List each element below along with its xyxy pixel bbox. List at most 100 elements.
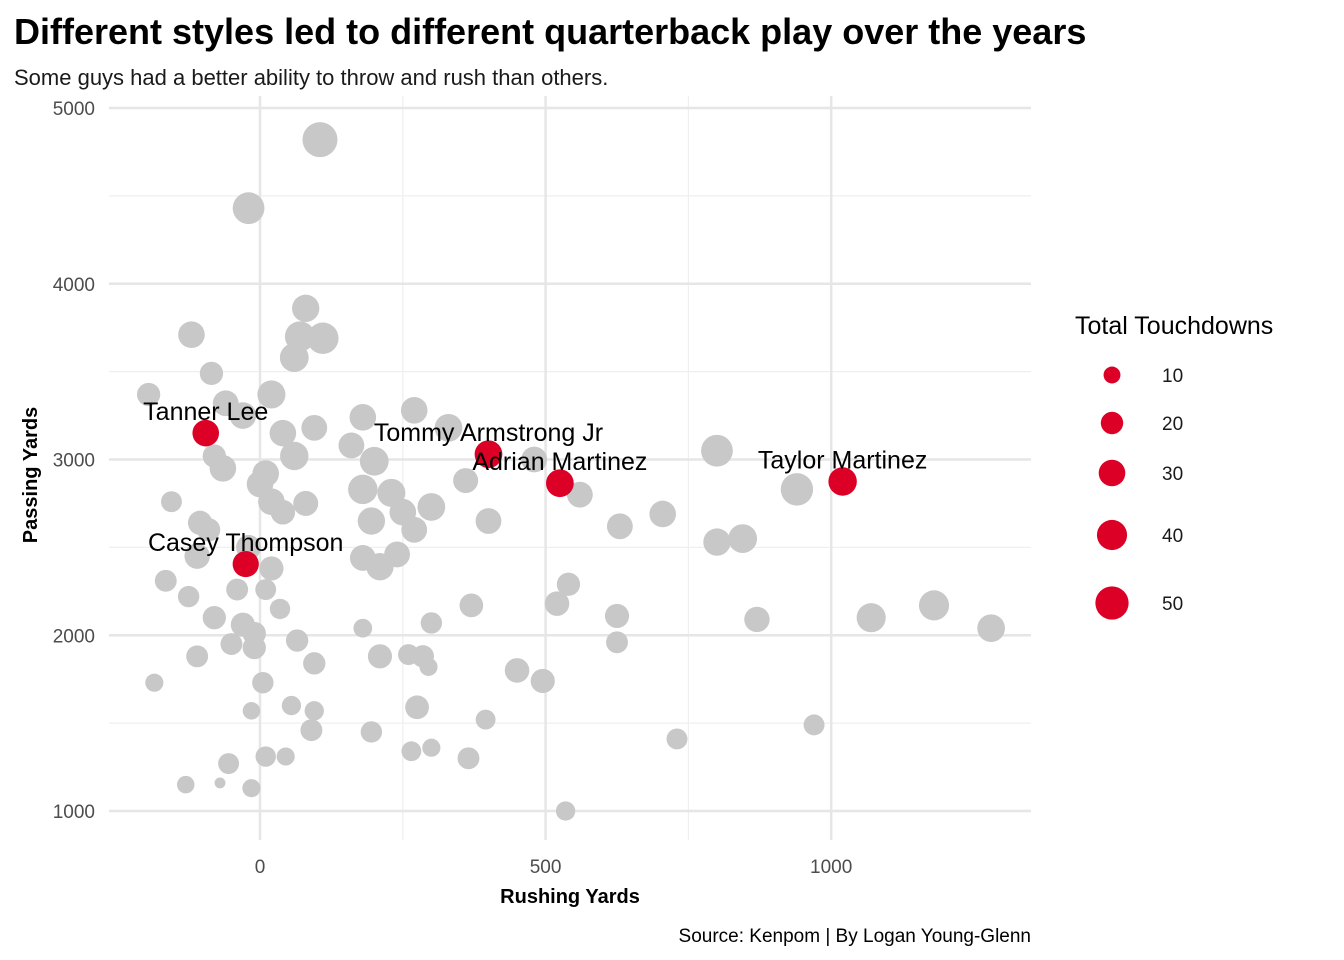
data-point	[255, 579, 277, 601]
y-axis-title: Passing Yards	[20, 407, 42, 543]
data-point	[300, 719, 323, 742]
data-point	[556, 572, 581, 596]
tick-labels: 0 500 1000 1000 2000 3000 4000 5000	[53, 99, 853, 878]
data-point	[292, 294, 320, 323]
data-point	[360, 721, 383, 743]
data-point	[666, 728, 688, 750]
highlighted-point	[546, 469, 574, 498]
data-point	[176, 775, 195, 794]
data-point	[420, 612, 443, 634]
data-point	[178, 321, 205, 349]
data-point	[209, 454, 237, 482]
data-point	[728, 524, 758, 553]
data-point	[359, 446, 389, 476]
data-point	[348, 474, 378, 505]
data-point	[307, 322, 339, 354]
data-point	[214, 777, 226, 789]
data-point	[357, 507, 386, 535]
chart-title: Different styles led to different quarte…	[14, 11, 1086, 52]
data-point	[186, 645, 209, 668]
y-tick-label: 1000	[53, 802, 95, 823]
x-tick-label: 0	[255, 857, 266, 878]
data-point	[401, 741, 422, 762]
data-point	[977, 614, 1005, 643]
data-point	[293, 490, 319, 516]
highlighted-point	[828, 467, 857, 496]
legend: Total Touchdowns 10 20 30 40 50	[1075, 312, 1273, 620]
data-point	[269, 419, 297, 447]
data-point	[475, 508, 502, 534]
legend-label: 10	[1162, 366, 1183, 387]
legend-title: Total Touchdowns	[1075, 312, 1273, 340]
data-point	[232, 192, 265, 225]
data-point	[302, 122, 338, 158]
player-label: Casey Thompson	[148, 529, 343, 557]
data-point	[475, 709, 496, 730]
data-point	[530, 668, 555, 694]
chart-subtitle: Some guys had a better ability to throw …	[14, 65, 608, 90]
player-label: Tommy Armstrong Jr	[374, 419, 603, 447]
data-point	[276, 747, 295, 766]
data-point	[252, 671, 274, 694]
data-point	[555, 801, 576, 821]
data-point	[242, 779, 261, 798]
data-point	[856, 603, 886, 633]
x-axis-title: Rushing Yards	[500, 886, 640, 908]
data-point	[242, 702, 261, 720]
data-point	[366, 553, 394, 581]
data-point	[279, 343, 309, 372]
data-point	[521, 446, 548, 473]
data-point	[259, 556, 284, 581]
data-point	[270, 499, 296, 525]
data-point	[401, 516, 428, 543]
data-point	[434, 414, 463, 442]
legend-label: 40	[1162, 526, 1183, 547]
data-point	[199, 361, 224, 386]
y-tick-label: 4000	[53, 275, 95, 296]
data-point	[196, 518, 221, 542]
data-point	[145, 673, 164, 692]
data-point	[703, 528, 731, 556]
data-point	[303, 652, 326, 675]
data-point	[242, 635, 266, 660]
data-point	[367, 644, 393, 669]
data-point	[744, 606, 770, 633]
data-point	[202, 606, 226, 630]
data-point	[701, 434, 733, 467]
data-point	[304, 701, 324, 721]
data-point	[161, 491, 182, 513]
data-point	[606, 631, 628, 654]
data-point	[780, 473, 814, 506]
highlighted-point	[192, 419, 220, 447]
y-tick-label: 3000	[53, 451, 95, 472]
data-point	[606, 513, 633, 540]
data-point	[566, 481, 593, 508]
data-point	[405, 695, 429, 720]
highlighted-points	[192, 419, 857, 578]
legend-label: 50	[1162, 594, 1183, 615]
data-point	[136, 382, 161, 407]
data-point	[220, 633, 243, 655]
data-point	[419, 657, 438, 676]
data-point	[349, 404, 377, 431]
chart-caption: Source: Kenpom | By Logan Young-Glenn	[679, 926, 1031, 947]
legend-label: 30	[1162, 464, 1183, 485]
highlighted-point	[232, 550, 259, 578]
x-tick-label: 1000	[810, 857, 852, 878]
data-point	[649, 500, 676, 528]
legend-label: 20	[1162, 414, 1183, 435]
data-point	[226, 578, 249, 601]
data-point	[918, 590, 950, 621]
data-point	[255, 746, 276, 767]
player-label: Tanner Lee	[143, 398, 268, 426]
data-point	[400, 396, 428, 424]
data-point	[417, 493, 446, 521]
data-point	[544, 591, 570, 616]
data-point	[301, 414, 328, 441]
data-point	[177, 585, 200, 608]
x-tick-label: 500	[530, 857, 562, 878]
data-point	[459, 593, 484, 618]
data-point	[218, 753, 240, 775]
player-label: Taylor Martinez	[758, 446, 928, 474]
